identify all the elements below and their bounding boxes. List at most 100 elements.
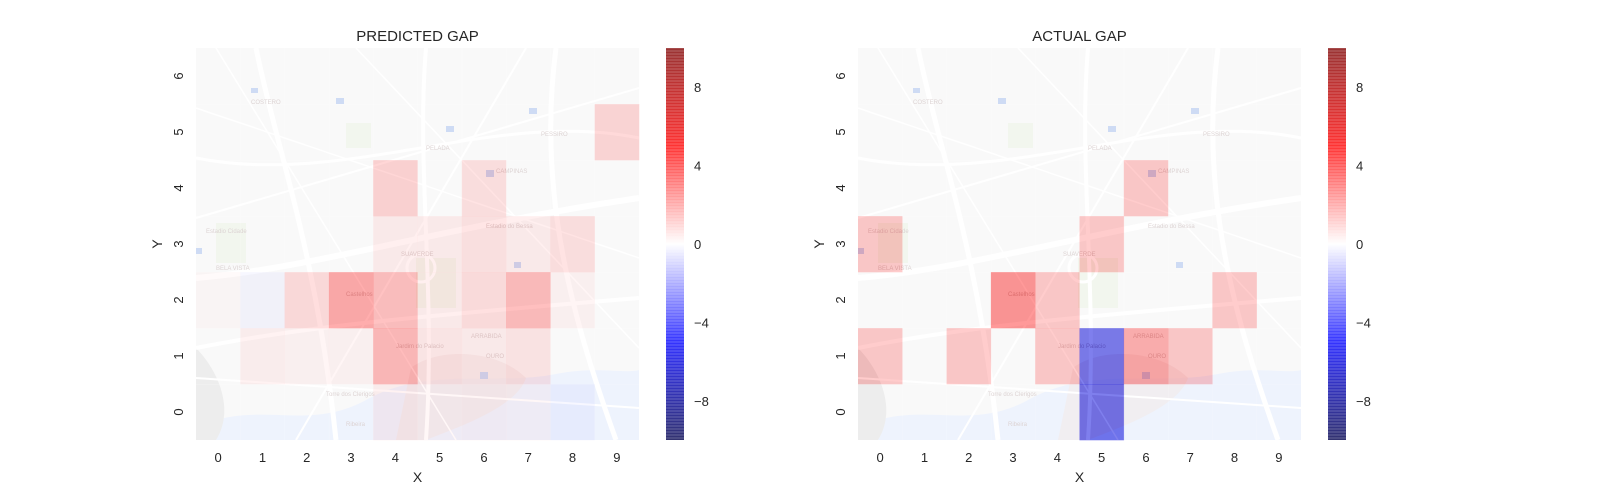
heatmap-cell	[1168, 160, 1213, 217]
heatmap-cell	[1256, 48, 1302, 105]
heatmap-cell	[1123, 216, 1169, 273]
y-tick-label: 2	[171, 296, 186, 303]
y-tick-label: 5	[171, 128, 186, 135]
colorbar-tick-label: 8	[1356, 80, 1363, 95]
heatmap-cell	[196, 160, 241, 217]
colorbar-tick-label: 4	[1356, 159, 1363, 174]
heatmap-cell	[902, 48, 947, 105]
heatmap-cell	[196, 272, 241, 329]
heatmap-cell	[990, 328, 1036, 385]
heatmap-cell	[328, 272, 374, 329]
heatmap-cell	[1123, 104, 1169, 161]
heatmap-cell	[196, 104, 241, 161]
chart-title: PREDICTED GAP	[356, 28, 479, 45]
heatmap-cell	[328, 104, 374, 161]
chart-title: ACTUAL GAP	[1032, 28, 1126, 45]
colorbar-tick-label: −4	[694, 315, 709, 330]
colorbar: −8 −4 0 4 8	[666, 47, 709, 440]
heatmap-cell	[550, 216, 595, 273]
heatmap-cell	[373, 384, 418, 441]
heatmap-cell	[240, 104, 285, 161]
heatmap-cell	[1256, 384, 1302, 441]
x-tick-label: 0	[215, 450, 222, 465]
heatmap-cell	[946, 160, 992, 217]
colorbar-tick-label: 4	[694, 159, 701, 174]
heatmap-cell	[902, 384, 947, 441]
heatmap-cell	[506, 160, 551, 217]
heatmap-cell	[373, 272, 418, 329]
x-tick-label: 5	[436, 450, 443, 465]
heatmap-cell	[594, 384, 640, 441]
heatmap-cell	[858, 384, 903, 441]
heatmap-cell	[594, 272, 640, 329]
heatmap-cell	[1035, 104, 1080, 161]
heatmap-cell	[990, 216, 1036, 273]
heatmap-cell	[506, 328, 551, 385]
x-tick-label: 7	[1187, 450, 1194, 465]
heatmap-cell	[506, 216, 551, 273]
heatmap-cell	[373, 160, 418, 217]
heatmap-cell	[1256, 272, 1302, 329]
heatmap-cell	[417, 160, 463, 217]
x-tick-label: 9	[613, 450, 620, 465]
heatmap-cell	[1123, 328, 1169, 385]
heatmap-cell	[1168, 272, 1213, 329]
heatmap-cell	[284, 384, 330, 441]
heatmap-cell	[858, 48, 903, 105]
heatmap-cell	[373, 328, 418, 385]
heatmap-cell	[1168, 48, 1213, 105]
heatmap-cell	[858, 104, 903, 161]
heatmap-cell	[417, 384, 463, 441]
heatmap-cell	[461, 48, 507, 105]
x-tick-label: 2	[965, 450, 972, 465]
heatmap-cell	[196, 328, 241, 385]
y-axis-label: Y	[149, 239, 165, 249]
heatmap-cell	[946, 216, 992, 273]
heatmap-cell	[196, 216, 241, 273]
heatmap-cell	[1212, 48, 1257, 105]
heatmap-cell	[196, 48, 241, 105]
heatmap-cell	[990, 272, 1036, 329]
heatmap-cell	[328, 48, 374, 105]
x-tick-label: 1	[921, 450, 928, 465]
heatmap-panel-2: ACTUAL GAP 0 1 2 3 4 5 6 7 8 9 0 1 2 3 4 5 6 X Y −8 −4 0 4 8	[811, 28, 1371, 485]
heatmap-cell	[594, 216, 640, 273]
y-tick-label: 6	[833, 72, 848, 79]
heatmap-cell	[594, 48, 640, 105]
x-tick-label: 8	[569, 450, 576, 465]
heatmap-cell	[990, 160, 1036, 217]
heatmap-cell	[902, 104, 947, 161]
heatmap-cell	[196, 384, 241, 441]
colorbar-gradient	[1328, 48, 1346, 440]
heatmap-cell	[1035, 216, 1080, 273]
heatmap-cell	[1212, 216, 1257, 273]
heatmap-cell	[990, 384, 1036, 441]
heatmap-cell	[328, 328, 374, 385]
x-tick-label: 3	[1009, 450, 1016, 465]
heatmap-cell	[1168, 104, 1213, 161]
x-tick-label: 0	[877, 450, 884, 465]
y-axis-label: Y	[811, 239, 827, 249]
heatmap-cell	[284, 216, 330, 273]
colorbar: −8 −4 0 4 8	[1328, 47, 1371, 440]
heatmap-cell	[373, 104, 418, 161]
heatmap-cell	[506, 272, 551, 329]
heatmap-cell	[1079, 272, 1125, 329]
heatmap-cell	[240, 384, 285, 441]
heatmap-cell	[990, 48, 1036, 105]
heatmap-cell	[506, 384, 551, 441]
y-tick-label: 0	[171, 408, 186, 415]
heatmap-cell	[1035, 384, 1080, 441]
heatmap-cell	[240, 48, 285, 105]
heatmap-cell	[902, 216, 947, 273]
heatmap-cell	[1256, 216, 1302, 273]
heatmap-cell	[328, 384, 374, 441]
heatmap-cell	[1079, 104, 1125, 161]
heatmap-cell	[506, 48, 551, 105]
heatmap-cell	[946, 104, 992, 161]
heatmap-cell	[1256, 328, 1302, 385]
heatmap-cell	[1079, 160, 1125, 217]
heatmap-cell	[946, 272, 992, 329]
heatmap-cell	[240, 216, 285, 273]
